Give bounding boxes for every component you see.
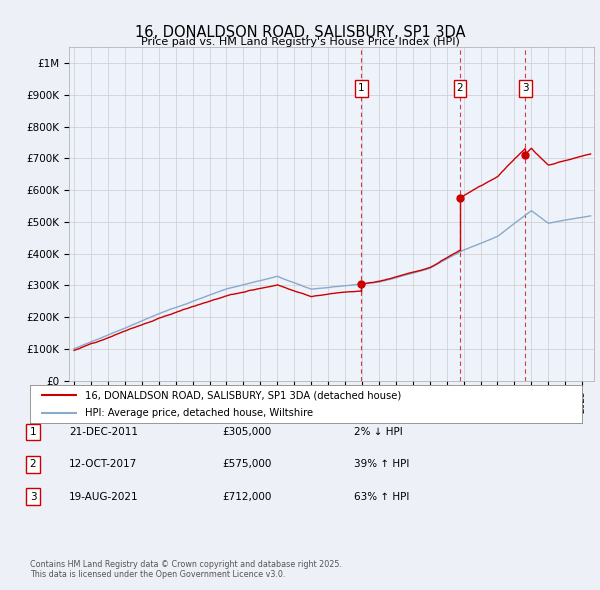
Text: 2: 2 [29,460,37,469]
Text: 3: 3 [29,492,37,502]
Text: 1: 1 [29,427,37,437]
Text: 63% ↑ HPI: 63% ↑ HPI [354,492,409,502]
Text: 2: 2 [457,83,463,93]
Text: 16, DONALDSON ROAD, SALISBURY, SP1 3DA: 16, DONALDSON ROAD, SALISBURY, SP1 3DA [135,25,465,40]
Text: 19-AUG-2021: 19-AUG-2021 [69,492,139,502]
Text: 16, DONALDSON ROAD, SALISBURY, SP1 3DA (detached house): 16, DONALDSON ROAD, SALISBURY, SP1 3DA (… [85,390,401,400]
Text: Contains HM Land Registry data © Crown copyright and database right 2025.
This d: Contains HM Land Registry data © Crown c… [30,560,342,579]
Text: £305,000: £305,000 [222,427,271,437]
Text: HPI: Average price, detached house, Wiltshire: HPI: Average price, detached house, Wilt… [85,408,313,418]
Text: 12-OCT-2017: 12-OCT-2017 [69,460,137,469]
Text: Price paid vs. HM Land Registry's House Price Index (HPI): Price paid vs. HM Land Registry's House … [140,37,460,47]
Text: 2% ↓ HPI: 2% ↓ HPI [354,427,403,437]
Text: £575,000: £575,000 [222,460,271,469]
Text: 21-DEC-2011: 21-DEC-2011 [69,427,138,437]
Text: 3: 3 [522,83,529,93]
Text: £712,000: £712,000 [222,492,271,502]
Text: 39% ↑ HPI: 39% ↑ HPI [354,460,409,469]
Text: 1: 1 [358,83,365,93]
